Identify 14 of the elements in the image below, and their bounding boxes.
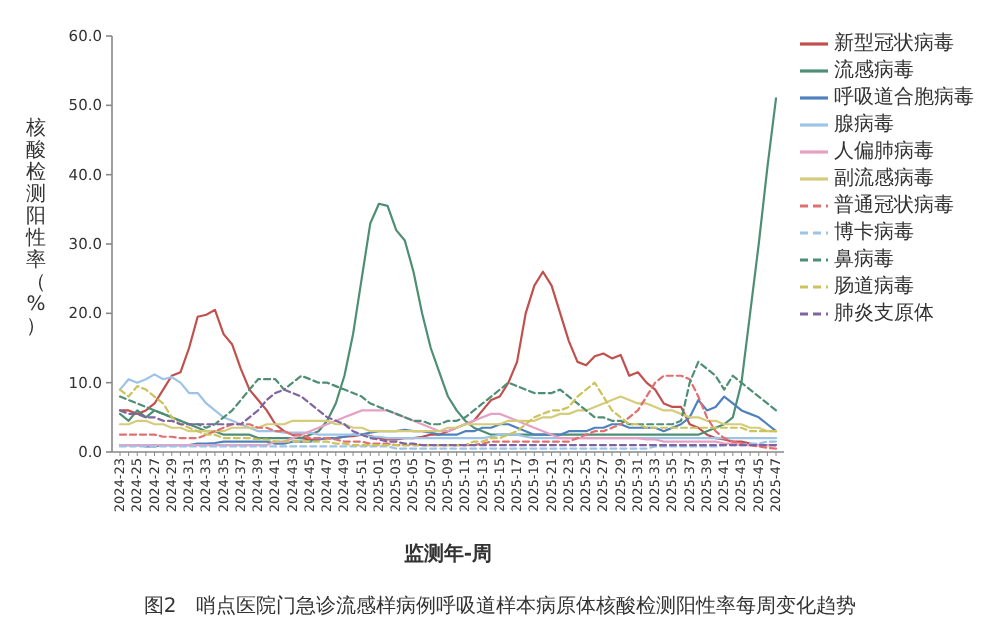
legend-label: 肠道病毒 (834, 274, 914, 298)
legend-label: 肺炎支原体 (834, 301, 934, 325)
legend-label: 博卡病毒 (834, 220, 914, 244)
legend-label: 普通冠状病毒 (834, 193, 954, 217)
legend-label: 呼吸道合胞病毒 (834, 85, 974, 109)
legend-label: 流感病毒 (834, 58, 914, 82)
legend-label: 腺病毒 (834, 112, 894, 136)
legend-label: 人偏肺病毒 (834, 139, 934, 163)
legend-label: 鼻病毒 (834, 247, 894, 271)
caption: 图2 哨点医院门急诊流感样病例呼吸道样本病原体核酸检测阳性率每周变化趋势 (143, 594, 857, 618)
x-axis-title: 监测年-周 (403, 542, 493, 566)
text: 核酸检测阳性率（%） (26, 118, 46, 338)
legend-label: 副流感病毒 (834, 166, 934, 190)
legend-label: 新型冠状病毒 (834, 31, 954, 55)
